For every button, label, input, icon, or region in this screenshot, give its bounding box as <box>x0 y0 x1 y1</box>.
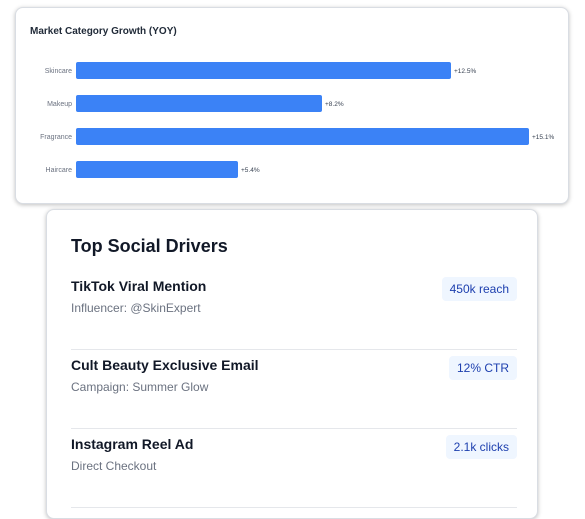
chart-title: Market Category Growth (YOY) <box>30 26 177 37</box>
driver-name: Cult Beauty Exclusive Email <box>71 357 259 373</box>
driver-list: TikTok Viral Mention Influencer: @SkinEx… <box>71 272 517 509</box>
driver-detail: Direct Checkout <box>71 459 157 473</box>
social-drivers-card: Top Social Drivers TikTok Viral Mention … <box>46 209 538 519</box>
category-label: Haircare <box>46 167 73 174</box>
driver-detail: Campaign: Summer Glow <box>71 380 209 394</box>
bar-haircare <box>76 161 238 178</box>
category-growth-card: Market Category Growth (YOY) Skincare +12… <box>15 7 569 204</box>
driver-detail: Influencer: @SkinExpert <box>71 301 201 315</box>
bar-skincare <box>76 62 451 79</box>
bar-makeup <box>76 95 322 112</box>
data-label: +8.2% <box>325 101 344 108</box>
metric-badge: 2.1k clicks <box>445 435 517 459</box>
category-label: Fragrance <box>40 134 72 141</box>
bar-fragrance <box>76 128 529 145</box>
list-item: TikTok Viral Mention Influencer: @SkinEx… <box>71 272 517 350</box>
metric-badge: 450k reach <box>441 277 517 301</box>
category-label: Skincare <box>45 68 72 75</box>
driver-name: Instagram Reel Ad <box>71 436 194 452</box>
category-label: Makeup <box>47 101 72 108</box>
data-label: +12.5% <box>454 68 476 75</box>
growth-bar-chart: Skincare +12.5% Makeup +8.2% Fragrance +15.1%… <box>40 62 554 178</box>
list-item: Cult Beauty Exclusive Email Campaign: Su… <box>71 351 517 429</box>
data-label: +5.4% <box>241 167 260 174</box>
metric-badge: 12% CTR <box>448 356 517 380</box>
drivers-title: Top Social Drivers <box>71 236 228 256</box>
data-label: +15.1% <box>532 134 554 141</box>
driver-name: TikTok Viral Mention <box>71 278 207 294</box>
list-item: Instagram Reel Ad Direct Checkout 2.1k c… <box>71 430 517 508</box>
